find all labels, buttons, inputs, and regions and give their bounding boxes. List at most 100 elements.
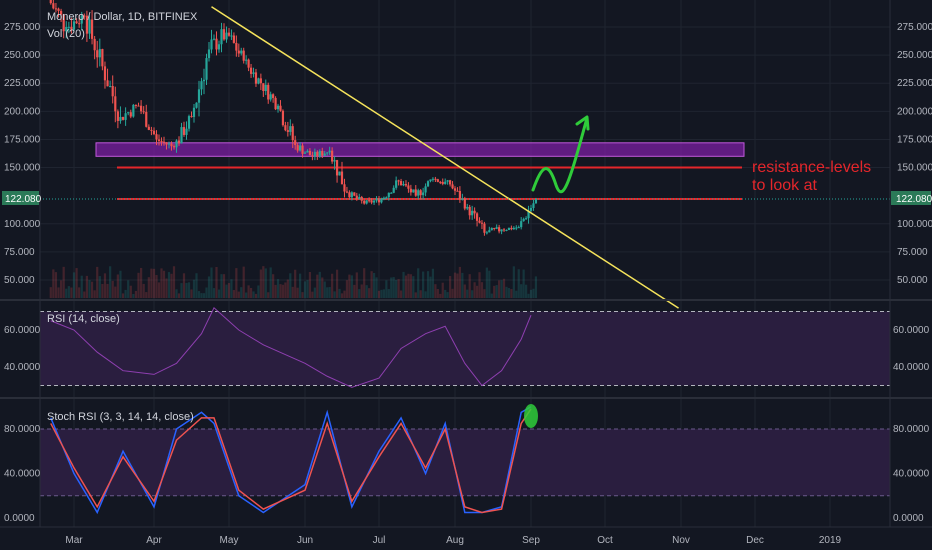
candle-body [323,153,326,156]
candle-body [331,150,334,162]
candle-body [192,107,196,117]
candle-body [157,139,161,141]
last-price-badge-left [2,191,39,205]
stoch-rsi-pane[interactable] [40,404,890,515]
volume-bar [167,272,171,298]
volume-bar [419,290,422,298]
volume-bar [505,286,508,298]
volume-bar [119,270,122,298]
candle-body [257,78,260,84]
volume-bar [232,290,236,298]
candle-body [137,105,140,107]
candle-body [162,141,166,143]
volume-bar [142,283,145,298]
candle-body [493,227,496,229]
time-tick-label: May [220,535,239,546]
volume-bar [80,275,83,298]
volume-bar [392,277,395,298]
stoch-legend[interactable]: Stoch RSI (3, 3, 14, 14, close) [47,411,194,423]
candle-body [363,200,366,204]
volume-bar [507,288,511,298]
left-price-scale[interactable]: 275.000 250.000 225.000 200.000 175.000 150.0… [4,22,41,524]
candle-body [75,21,78,24]
candle-body [232,35,236,43]
volume-bar [139,267,143,298]
volume-bar [235,268,238,298]
symbol-legend[interactable]: Monero / Dollar, 1D, BITFINEX [47,11,198,23]
volume-bar [137,272,140,298]
candle-body [510,227,513,230]
candle-body [404,184,408,186]
volume-bar [345,280,349,298]
volume-bar [129,285,132,298]
candle-body [409,188,412,193]
volume-bar [134,290,138,298]
price-tick-label-left: 200.000 [4,106,41,117]
price-tick-label-left: 150.000 [4,163,41,174]
candle-body [468,206,471,216]
candle-body [444,181,447,184]
candle-body [345,191,349,193]
volume-bar [475,285,479,298]
candle-body [311,155,314,157]
volume-bar [197,291,201,298]
candle-body [67,26,70,28]
annotation-line-1: resistance-levels [752,159,871,176]
volume-bar [424,291,427,298]
volume-bar [284,282,287,298]
candle-body [267,84,270,100]
volume-bar [170,273,173,298]
volume-bar [65,288,68,298]
volume-bar [195,273,198,298]
rsi-legend[interactable]: RSI (14, close) [47,313,120,325]
candle-body [335,160,339,176]
volume-bar [187,282,191,298]
volume-bar [517,269,520,298]
candle-body [88,19,91,34]
volume-bar [182,273,186,298]
stoch-highlight-marker[interactable] [524,404,538,428]
candle-body [529,207,533,211]
candle-body [121,116,125,120]
candle-body [306,150,309,153]
right-price-scale[interactable]: 275.000 250.000 225.000 200.000 175.000 150.0… [893,22,932,524]
candle-body [245,59,248,61]
volume-bar [175,289,178,298]
rsi-pane[interactable] [40,306,890,388]
candle-body [456,190,459,192]
volume-legend[interactable]: Vol (20) [47,28,85,40]
candle-body [350,192,353,198]
volume-bar [368,288,371,298]
candle-body [328,150,331,153]
candle-body [200,81,203,90]
price-pane[interactable]: resistance-levels to look at [40,0,890,309]
volume-bar [155,275,158,298]
volume-bar [90,281,94,298]
volume-bar [318,271,321,298]
candle-body [372,200,376,203]
projection-arrow[interactable] [531,116,589,193]
price-tick-label-right: 175.000 [897,134,932,145]
volume-bar [471,290,474,298]
time-tick-label: Aug [446,535,464,546]
resistance-zone[interactable] [95,142,745,157]
candle-body [254,72,258,84]
volume-bar [230,279,233,298]
candle-body [515,227,518,229]
volume-bar [200,293,203,298]
volume-bar [220,274,223,298]
candle-body [284,125,287,131]
trendline[interactable] [211,6,679,309]
volume-bar [500,280,503,298]
volume-bar [441,282,444,298]
candle-body [382,197,386,200]
candle-body [308,150,312,156]
candle-body [502,229,506,231]
time-scale[interactable]: Mar Apr May Jun Jul Aug Sep Oct Nov Dec 2019 [65,535,841,546]
volume-bar [303,281,307,298]
volume-bar [363,268,366,298]
candle-body [281,110,285,126]
candle-body [109,86,112,88]
volume-bar [520,284,523,298]
